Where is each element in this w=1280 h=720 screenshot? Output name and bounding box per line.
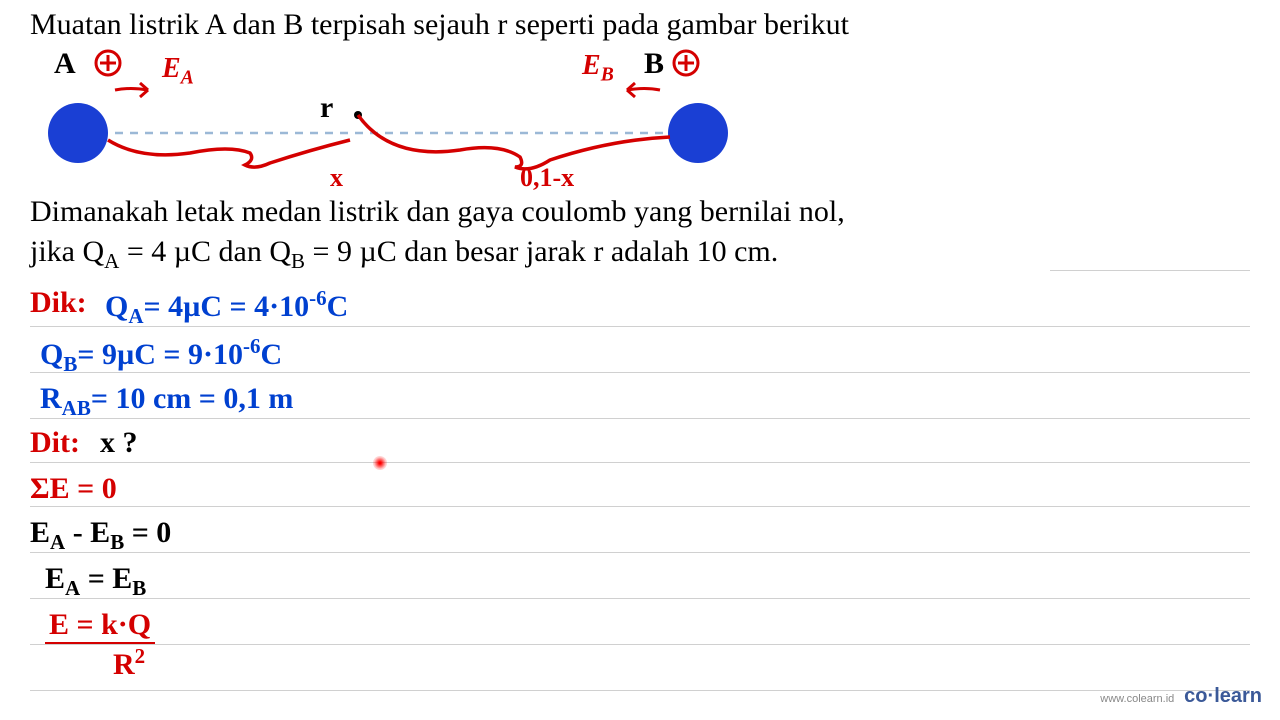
label-rminusx: 0,1-x [520, 163, 574, 193]
label-ea: EA [162, 53, 194, 90]
ruled-line [30, 598, 1250, 599]
plus-sign-a [96, 51, 120, 75]
sum-e: ΣE = 0 [30, 472, 117, 506]
ruled-line [30, 506, 1250, 507]
footer-url: www.colearn.id [1100, 693, 1174, 705]
ruled-line [30, 462, 1250, 463]
plus-sign-b [674, 51, 698, 75]
arrow-ea [115, 83, 148, 97]
dit-label: Dit: [30, 426, 80, 460]
dit-value: x ? [100, 426, 138, 460]
ruled-line [30, 552, 1250, 553]
cursor-dot [373, 456, 387, 470]
problem-line-2: Dimanakah letak medan listrik dan gaya c… [30, 195, 845, 229]
label-b: B [644, 47, 664, 81]
dik-label: Dik: [30, 286, 87, 320]
footer: www.colearn.id co·learn [1100, 685, 1262, 708]
label-x: x [330, 163, 343, 193]
brace-rminusx [358, 115, 670, 169]
problem-line-1: Muatan listrik A dan B terpisah sejauh r… [30, 8, 849, 42]
label-a: A [54, 47, 76, 81]
ea-eq-eb: EA = EB [45, 562, 146, 601]
ea-minus-eb: EA - EB = 0 [30, 516, 171, 555]
ruled-line [1050, 270, 1250, 271]
label-r: r [320, 91, 333, 125]
arrow-eb [627, 83, 660, 97]
formula-e: E = k·Q R2 [45, 608, 155, 682]
brace-x [108, 140, 350, 167]
footer-learn: learn [1214, 685, 1262, 707]
qb-line: QB= 9µC = 9·10-6C [40, 334, 282, 377]
diagram-area: A B r EA EB x 0,1-x [30, 45, 780, 180]
label-eb: EB [582, 50, 614, 87]
charge-b [668, 103, 728, 163]
problem-line-3: jika QA = 4 µC dan QB = 9 µC dan besar j… [30, 235, 778, 274]
ruled-line [30, 690, 1250, 691]
qa-line: QA= 4µC = 4·10-6C [105, 286, 348, 329]
ruled-line [30, 644, 1250, 645]
rab-line: RAB= 10 cm = 0,1 m [40, 382, 293, 421]
charge-a [48, 103, 108, 163]
footer-co: co [1184, 685, 1207, 707]
